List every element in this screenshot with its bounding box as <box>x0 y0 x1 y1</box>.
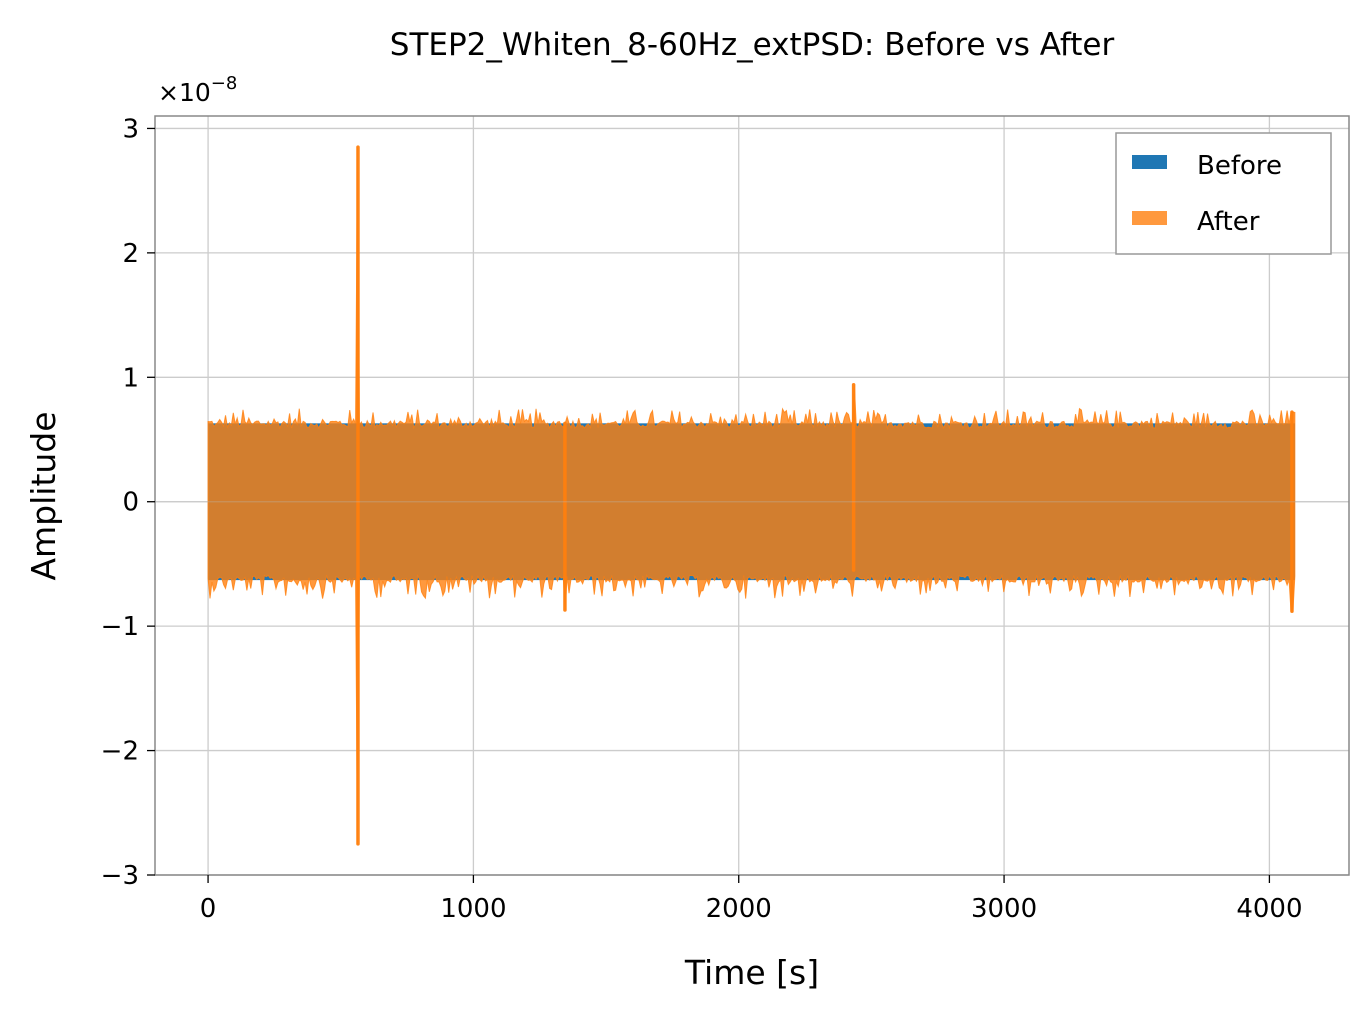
plot-area <box>155 145 1349 846</box>
plot-frame <box>154 115 1350 876</box>
axis-ticks: 0 1000 2000 3000 4000 −3 −2 −1 0 1 2 3 <box>101 114 1303 924</box>
x-axis-label: Time [s] <box>684 953 819 992</box>
svg-text:×10−8: ×10−8 <box>158 73 237 107</box>
y-tick-label: −2 <box>101 737 139 767</box>
x-tick-label: 3000 <box>971 894 1037 924</box>
y-axis-label: Amplitude <box>24 411 63 580</box>
y-offset-label: ×10−8 <box>158 73 237 107</box>
y-tick-label: 2 <box>122 239 139 269</box>
x-tick-label: 2000 <box>706 894 772 924</box>
legend: Before After <box>1115 132 1332 255</box>
y-tick-label: 0 <box>122 488 139 518</box>
legend-label-after: After <box>1197 207 1260 237</box>
legend-frame <box>1115 132 1332 255</box>
legend-swatch-after <box>1132 211 1167 225</box>
series-after-envelope <box>207 147 1296 844</box>
y-tick-label: 3 <box>122 114 139 144</box>
legend-swatch-before <box>1132 155 1167 169</box>
x-tick-label: 0 <box>200 894 217 924</box>
y-offset-base: ×10 <box>158 78 211 107</box>
y-offset-exponent: −8 <box>211 73 238 94</box>
y-tick-label: −1 <box>101 612 139 642</box>
legend-label-before: Before <box>1197 151 1282 181</box>
y-tick-label: 1 <box>122 363 139 393</box>
y-tick-label: −3 <box>101 861 139 891</box>
x-tick-label: 1000 <box>440 894 506 924</box>
x-tick-label: 4000 <box>1236 894 1302 924</box>
chart-title: STEP2_Whiten_8-60Hz_extPSD: Before vs Af… <box>390 27 1115 63</box>
